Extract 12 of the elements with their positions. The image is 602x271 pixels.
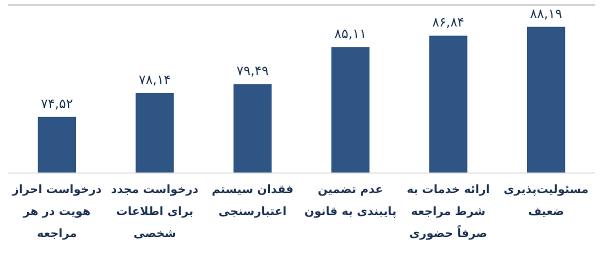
data-label: ۸۵,۱۱ <box>334 27 366 42</box>
data-label: ۸۶,۸۴ <box>432 16 464 31</box>
x-tick-label: عدم تضمین پایبندی به قانون <box>303 181 398 220</box>
data-label: ۸۸,۱۹ <box>530 6 562 22</box>
x-tick-label: مسئولیت‌پذیری ضعیف <box>502 181 590 220</box>
data-label: ۷۴,۵۲ <box>40 96 73 112</box>
x-tick-label: درخواست احراز هویت در هر مراجعه <box>10 181 103 242</box>
data-label: ۷۹,۴۹ <box>236 64 269 80</box>
x-tick-label: ارائه خدمات به شرط مراجعه صرفاً حضوری <box>406 181 491 242</box>
x-tick-label: درخواست مجدد برای اطلاعات شخصی <box>110 181 200 242</box>
x-tick-label: فقدان سیستم اعتبارسنجی <box>210 181 294 220</box>
data-label: ۷۸,۱۴ <box>138 73 171 88</box>
